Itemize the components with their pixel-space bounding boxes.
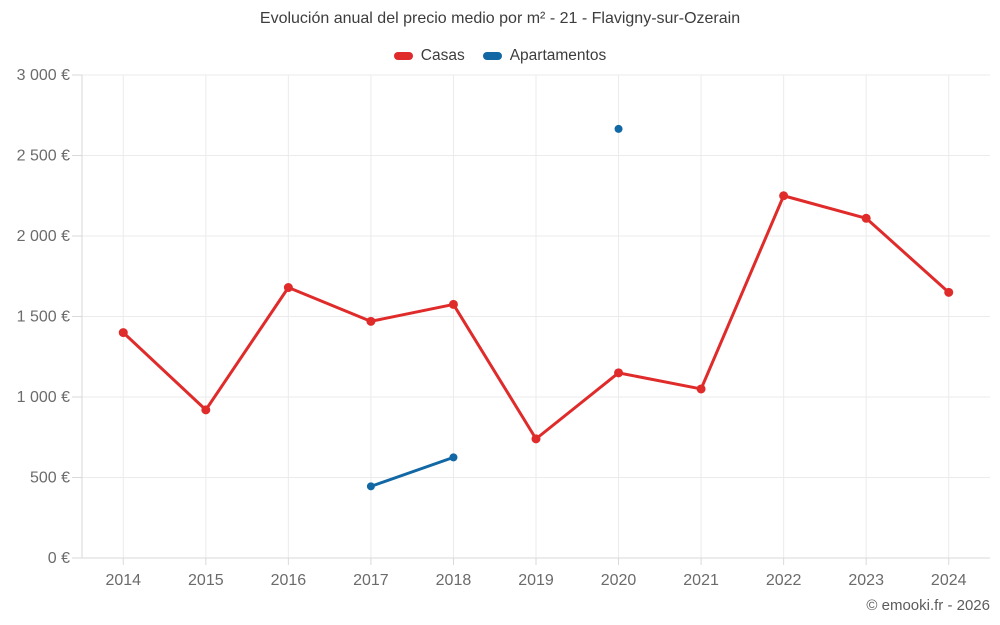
data-point-casas-2019[interactable]: [531, 434, 541, 444]
chart-title: Evolución anual del precio medio por m² …: [259, 10, 741, 27]
x-axis-tick-label: 2018: [436, 572, 472, 589]
x-axis-tick-label: 2023: [848, 572, 884, 589]
x-axis-tick-label: 2017: [353, 572, 389, 589]
data-point-casas-2014[interactable]: [118, 328, 128, 338]
data-point-casas-2015[interactable]: [201, 405, 211, 415]
x-axis-tick-label: 2014: [105, 572, 141, 589]
x-axis-tick-label: 2024: [931, 572, 967, 589]
data-point-casas-2017[interactable]: [366, 316, 376, 326]
legend-label-casas: Casas: [420, 47, 465, 64]
x-axis-tick-label: 2022: [766, 572, 802, 589]
legend-label-apartamentos: Apartamentos: [509, 47, 607, 64]
legend-swatch-apartamentos-icon: [482, 52, 502, 60]
y-axis-tick-label: 1 500 €: [17, 309, 70, 326]
y-axis-tick-label: 500 €: [30, 470, 70, 487]
data-point-casas-2024[interactable]: [944, 287, 954, 297]
y-axis-tick-label: 0 €: [48, 550, 70, 567]
series-line-apartamentos: [369, 455, 455, 488]
x-axis-tick-label: 2021: [683, 572, 719, 589]
y-axis-tick-label: 3 000 €: [17, 67, 70, 84]
copyright-text: © emooki.fr - 2026: [866, 597, 990, 614]
legend-swatch-casas-icon: [393, 52, 413, 60]
y-axis-tick-label: 2 500 €: [17, 148, 70, 165]
data-point-casas-2018[interactable]: [448, 299, 458, 309]
y-axis-tick-label: 2 000 €: [17, 228, 70, 245]
x-axis-tick-label: 2016: [271, 572, 307, 589]
data-point-apartamentos-2017[interactable]: [366, 482, 375, 491]
data-point-casas-2020[interactable]: [614, 368, 624, 378]
data-point-casas-2021[interactable]: [696, 384, 706, 394]
x-axis-tick-label: 2019: [518, 572, 554, 589]
data-point-casas-2023[interactable]: [861, 213, 871, 223]
x-axis-tick-label: 2015: [188, 572, 224, 589]
legend-item-apartamentos[interactable]: Apartamentos: [482, 47, 607, 65]
data-point-apartamentos-2018[interactable]: [449, 453, 458, 462]
data-point-casas-2016[interactable]: [283, 283, 293, 293]
y-axis-tick-label: 1 000 €: [17, 389, 70, 406]
legend-item-casas[interactable]: Casas: [393, 47, 465, 65]
chart-legend: Casas Apartamentos: [0, 47, 1000, 65]
data-point-casas-2022[interactable]: [779, 191, 789, 201]
data-point-apartamentos-2020[interactable]: [614, 124, 623, 133]
x-axis-tick-label: 2020: [601, 572, 637, 589]
